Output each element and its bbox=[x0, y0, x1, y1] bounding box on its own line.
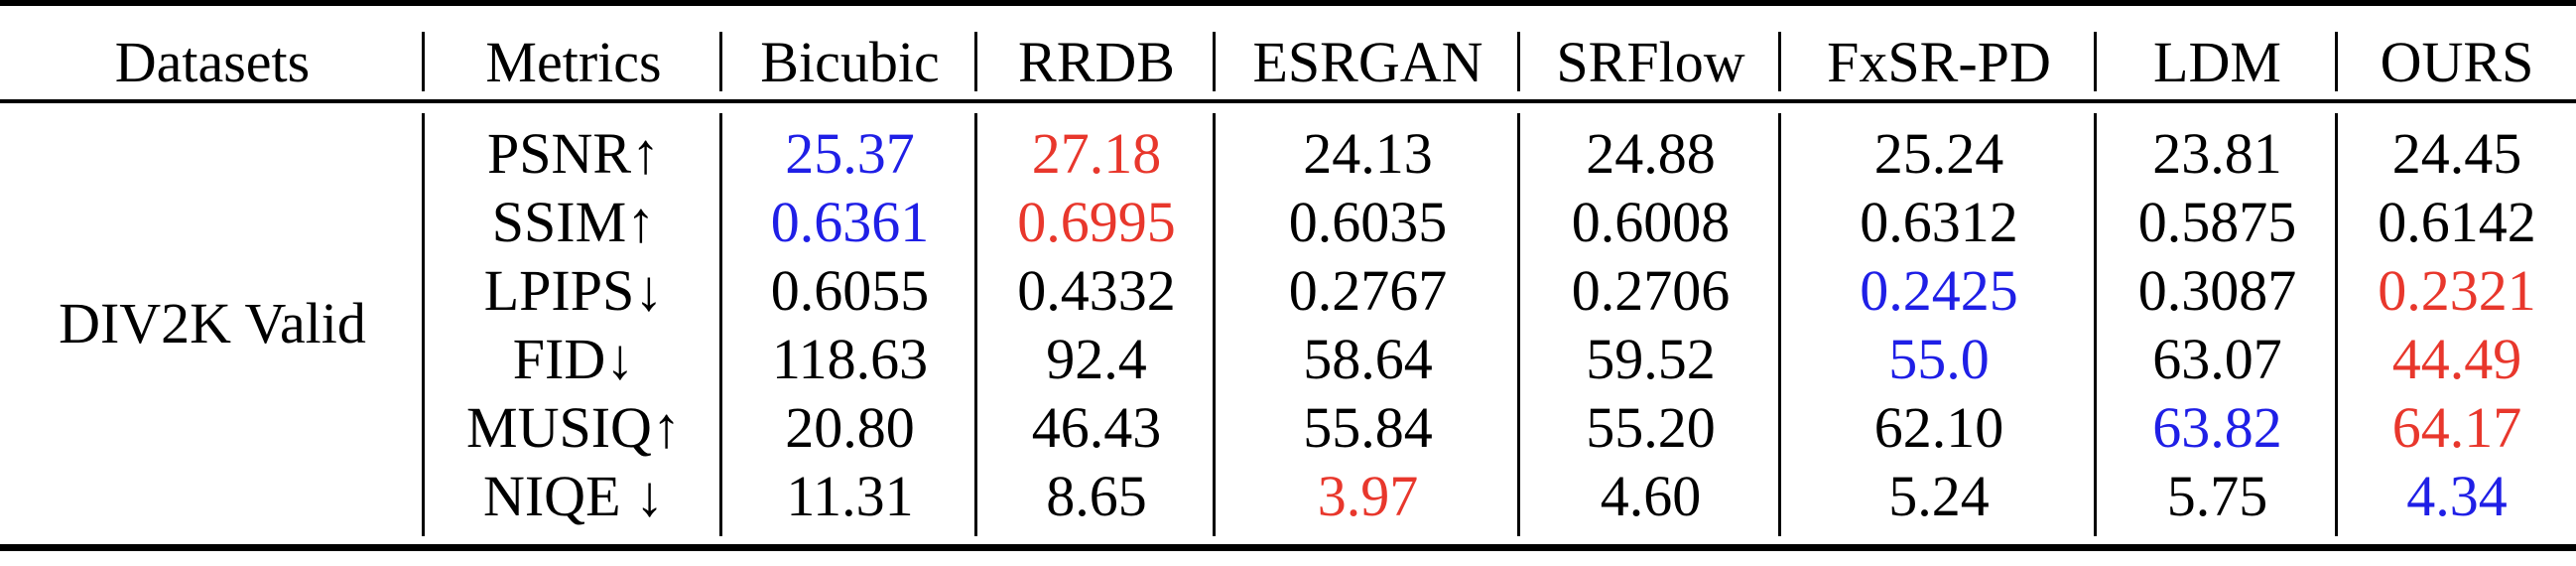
value-cell-esrgan: 0.2767 bbox=[1288, 258, 1448, 323]
body-column-divider bbox=[2335, 113, 2338, 536]
header-metrics: Metrics bbox=[485, 30, 662, 94]
value-cell-ours: 0.2321 bbox=[2378, 258, 2536, 323]
value-cell-bicubic: 118.63 bbox=[771, 327, 929, 391]
top-rule bbox=[0, 0, 2576, 6]
header-esrgan: ESRGAN bbox=[1252, 30, 1483, 94]
header-fxsr-pd: FxSR-PD bbox=[1827, 30, 2051, 94]
value-cell-fxsr-pd: 0.2425 bbox=[1860, 258, 2018, 323]
metric-label: SSIM↑ bbox=[491, 190, 656, 254]
value-cell-esrgan: 58.64 bbox=[1303, 327, 1433, 391]
value-cell-ours: 0.6142 bbox=[2378, 190, 2536, 254]
value-cell-rrdb: 0.4332 bbox=[1017, 258, 1176, 323]
value-cell-ldm: 0.3087 bbox=[2137, 258, 2297, 323]
value-cell-esrgan: 3.97 bbox=[1317, 464, 1419, 528]
header-column-divider bbox=[974, 32, 977, 91]
body-column-divider bbox=[719, 113, 722, 536]
header-column-divider bbox=[1213, 32, 1216, 91]
value-cell-ldm: 5.75 bbox=[2166, 464, 2268, 528]
value-cell-bicubic: 25.37 bbox=[785, 121, 915, 186]
metric-label: LPIPS↓ bbox=[483, 258, 664, 323]
body-column-divider bbox=[1213, 113, 1216, 536]
value-cell-ours: 24.45 bbox=[2391, 121, 2522, 186]
value-cell-ldm: 0.5875 bbox=[2137, 190, 2297, 254]
value-cell-ldm: 63.07 bbox=[2152, 327, 2282, 391]
value-cell-bicubic: 11.31 bbox=[786, 464, 914, 528]
header-column-divider bbox=[1517, 32, 1520, 91]
header-srflow: SRFlow bbox=[1556, 30, 1745, 94]
value-cell-ours: 64.17 bbox=[2391, 395, 2522, 460]
metric-label: FID↓ bbox=[512, 327, 635, 391]
header-column-divider bbox=[1778, 32, 1781, 91]
value-cell-esrgan: 0.6035 bbox=[1288, 190, 1448, 254]
bottom-rule bbox=[0, 544, 2576, 551]
value-cell-ldm: 23.81 bbox=[2152, 121, 2282, 186]
body-column-divider bbox=[1517, 113, 1520, 536]
body-column-divider bbox=[422, 113, 425, 536]
value-cell-rrdb: 8.65 bbox=[1046, 464, 1147, 528]
value-cell-srflow: 0.2706 bbox=[1571, 258, 1731, 323]
header-datasets: Datasets bbox=[114, 30, 311, 94]
header-ours: OURS bbox=[2380, 30, 2534, 94]
value-cell-bicubic: 0.6361 bbox=[770, 190, 930, 254]
metric-label: NIQE ↓ bbox=[482, 464, 664, 528]
body-column-divider bbox=[974, 113, 977, 536]
value-cell-fxsr-pd: 0.6312 bbox=[1860, 190, 2018, 254]
value-cell-esrgan: 24.13 bbox=[1303, 121, 1433, 186]
metric-label: PSNR↑ bbox=[486, 121, 661, 186]
header-column-divider bbox=[719, 32, 722, 91]
body-column-divider bbox=[2094, 113, 2097, 536]
value-cell-ours: 44.49 bbox=[2391, 327, 2522, 391]
metric-label: MUSIQ↑ bbox=[466, 395, 681, 460]
header-column-divider bbox=[422, 32, 425, 91]
header-rrdb: RRDB bbox=[1018, 30, 1175, 94]
header-ldm: LDM bbox=[2153, 30, 2281, 94]
value-cell-rrdb: 46.43 bbox=[1031, 395, 1162, 460]
header-column-divider bbox=[2094, 32, 2097, 91]
value-cell-ours: 4.34 bbox=[2406, 464, 2508, 528]
value-cell-srflow: 59.52 bbox=[1586, 327, 1716, 391]
value-cell-rrdb: 0.6995 bbox=[1017, 190, 1176, 254]
value-cell-rrdb: 27.18 bbox=[1031, 121, 1162, 186]
value-cell-fxsr-pd: 62.10 bbox=[1873, 395, 2004, 460]
value-cell-srflow: 4.60 bbox=[1600, 464, 1702, 528]
value-cell-fxsr-pd: 25.24 bbox=[1873, 121, 2004, 186]
header-rule bbox=[0, 99, 2576, 103]
value-cell-bicubic: 0.6055 bbox=[770, 258, 930, 323]
value-cell-bicubic: 20.80 bbox=[785, 395, 915, 460]
value-cell-fxsr-pd: 55.0 bbox=[1888, 327, 1990, 391]
body-column-divider bbox=[1778, 113, 1781, 536]
value-cell-rrdb: 92.4 bbox=[1046, 327, 1147, 391]
dataset-label: DIV2K Valid bbox=[59, 291, 366, 355]
header-bicubic: Bicubic bbox=[760, 30, 940, 94]
header-column-divider bbox=[2335, 32, 2338, 91]
value-cell-ldm: 63.82 bbox=[2152, 395, 2282, 460]
value-cell-srflow: 24.88 bbox=[1586, 121, 1716, 186]
value-cell-esrgan: 55.84 bbox=[1303, 395, 1433, 460]
value-cell-srflow: 0.6008 bbox=[1571, 190, 1731, 254]
value-cell-fxsr-pd: 5.24 bbox=[1888, 464, 1990, 528]
value-cell-srflow: 55.20 bbox=[1586, 395, 1716, 460]
